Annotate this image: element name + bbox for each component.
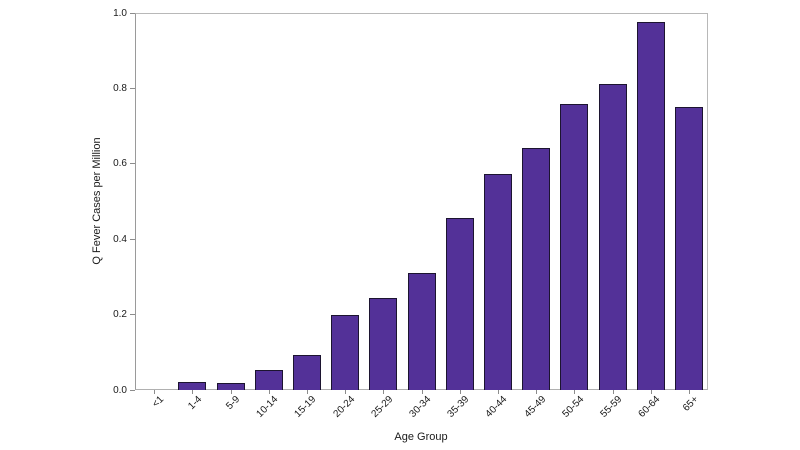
- y-tick-mark: [130, 314, 135, 316]
- y-tick-label: 1.0: [113, 7, 127, 19]
- x-tick-mark: [612, 390, 614, 394]
- bar-40-44: [483, 173, 512, 390]
- bar-35-39: [445, 218, 474, 390]
- x-tick-label: 35-39: [445, 394, 472, 420]
- y-tick-mark: [130, 163, 135, 165]
- x-tick-mark: [230, 390, 232, 394]
- x-tick-mark: [650, 390, 652, 394]
- x-tick-label: 15-19: [292, 394, 319, 420]
- x-tick-label: <1: [150, 394, 166, 410]
- y-tick-mark: [130, 238, 135, 240]
- x-tick-mark: [421, 390, 423, 394]
- x-tick-mark: [383, 390, 385, 394]
- bar-55-59: [598, 83, 627, 390]
- y-tick-mark: [130, 389, 135, 391]
- y-tick-label: 0.0: [113, 384, 127, 396]
- x-tick-label: 5-9: [224, 394, 243, 412]
- x-tick-mark: [268, 390, 270, 394]
- x-tick-label: 30-34: [407, 394, 434, 420]
- bar-60-64: [636, 22, 665, 390]
- x-tick-mark: [459, 390, 461, 394]
- y-tick-label: 0.2: [113, 309, 127, 321]
- bar-20-24: [331, 314, 360, 390]
- bar-15-19: [292, 354, 321, 390]
- x-tick-label: 55-59: [598, 394, 625, 420]
- x-tick-label: 20-24: [331, 394, 357, 420]
- x-tick-label: 25-29: [369, 394, 396, 420]
- y-tick-mark: [130, 12, 135, 14]
- x-tick-label: 1-4: [186, 394, 205, 412]
- x-axis-title: Age Group: [394, 431, 448, 443]
- x-tick-label: 40-44: [483, 394, 510, 420]
- bar-50-54: [560, 104, 589, 390]
- bar-5-9: [216, 382, 245, 390]
- x-tick-mark: [306, 390, 308, 394]
- bar-65+: [674, 107, 703, 390]
- bar-1-4: [178, 381, 207, 390]
- x-tick-label: 10-14: [254, 394, 281, 420]
- y-tick-mark: [130, 87, 135, 89]
- bar-10-14: [254, 370, 283, 390]
- x-tick-mark: [192, 390, 194, 394]
- x-tick-label: 45-49: [522, 394, 548, 420]
- bar-25-29: [369, 297, 398, 390]
- x-tick-mark: [154, 390, 156, 394]
- x-tick-mark: [536, 390, 538, 394]
- x-tick-mark: [574, 390, 576, 394]
- x-tick-mark: [345, 390, 347, 394]
- x-tick-mark: [497, 390, 499, 394]
- y-tick-label: 0.6: [113, 158, 127, 170]
- y-tick-label: 0.8: [113, 82, 127, 94]
- x-tick-label: 65+: [680, 394, 701, 414]
- bar-45-49: [522, 147, 551, 390]
- x-tick-label: 50-54: [560, 394, 587, 420]
- y-tick-label: 0.4: [113, 233, 127, 245]
- x-tick-mark: [688, 390, 690, 394]
- bar-30-34: [407, 273, 436, 390]
- x-tick-label: 60-64: [636, 394, 663, 420]
